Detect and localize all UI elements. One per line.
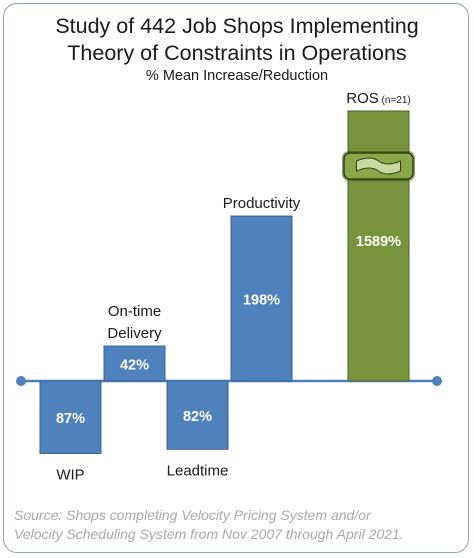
axis-break-wave: [356, 157, 401, 175]
chart-title-line-2: Theory of Constraints in Operations: [67, 41, 407, 65]
bar-productivity: [230, 215, 293, 382]
category-label-leadtime: Leadtime: [167, 462, 229, 479]
source-note-line-1: Source: Shops completing Velocity Pricin…: [14, 507, 371, 523]
category-label-ros: ROS (n=21): [346, 90, 410, 107]
data-label-on-time-delivery: 42%: [120, 358, 149, 374]
chart-subtitle: % Mean Increase/Reduction: [145, 68, 329, 84]
category-label-wip: WIP: [56, 466, 84, 483]
category-label-productivity: Productivity: [223, 195, 301, 212]
data-label-wip: 87%: [56, 411, 85, 427]
axis-end-dot-right: [432, 376, 442, 386]
category-label-on-time-delivery-line-1: On-time: [108, 303, 161, 320]
data-label-leadtime: 82%: [183, 409, 212, 425]
chart-title-line-1: Study of 442 Job Shops Implementing: [55, 14, 419, 38]
data-label-productivity: 198%: [243, 293, 280, 309]
category-note-ros: (n=21): [379, 95, 411, 106]
category-label-on-time-delivery-line-2: Delivery: [107, 325, 162, 342]
source-note-line-2: Velocity Scheduling System from Nov 2007…: [14, 526, 404, 542]
data-label-ros: 1589%: [356, 234, 401, 250]
axis-end-dot-left: [16, 376, 26, 386]
bar-on-time-delivery: [103, 345, 166, 382]
bar-leadtime: [166, 380, 229, 450]
bar-wip: [39, 380, 102, 454]
